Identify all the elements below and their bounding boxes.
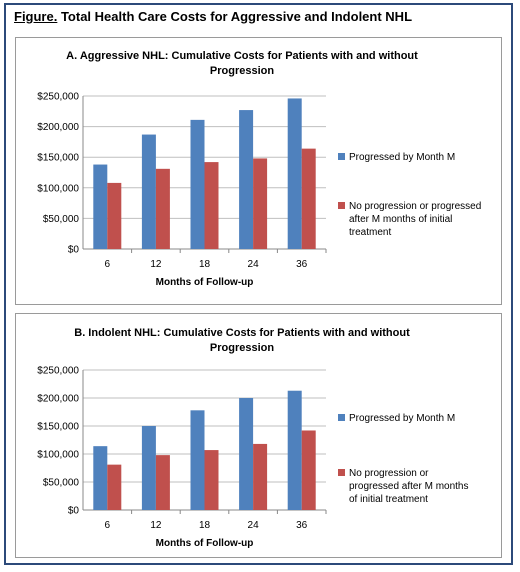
legend-label-2: after M months of initial <box>349 214 452 225</box>
y-tick-label: $250,000 <box>37 92 79 103</box>
x-tick-label: 36 <box>296 520 308 531</box>
bar-no-progression-36 <box>301 430 316 510</box>
figure-frame: Figure. Total Health Care Costs for Aggr… <box>4 3 513 565</box>
chart-panel-indolent: B. Indolent NHL: Cumulative Costs for Pa… <box>15 313 502 558</box>
x-axis-label: Months of Follow-up <box>156 538 254 549</box>
legend-label-2: of initial treatment <box>349 494 428 505</box>
bar-no-progression-12 <box>155 168 170 249</box>
bar-progressed-6 <box>93 446 108 510</box>
y-tick-label: $150,000 <box>37 153 79 164</box>
bar-progressed-12 <box>141 134 156 249</box>
y-tick-label: $50,000 <box>43 214 80 225</box>
bar-progressed-24 <box>239 398 254 510</box>
bar-progressed-6 <box>93 164 108 249</box>
x-tick-label: 18 <box>199 259 211 270</box>
y-tick-label: $200,000 <box>37 394 79 405</box>
legend-swatch-2 <box>338 202 345 209</box>
y-tick-label: $100,000 <box>37 183 79 194</box>
x-tick-label: 6 <box>105 259 111 270</box>
bar-no-progression-6 <box>107 464 122 510</box>
legend-label-1: Progressed by Month M <box>349 413 455 424</box>
y-tick-label: $0 <box>68 245 80 256</box>
y-tick-label: $250,000 <box>37 366 79 377</box>
chart-aggressive-svg: A. Aggressive NHL: Cumulative Costs for … <box>37 50 481 288</box>
y-tick-label: $50,000 <box>43 478 80 489</box>
chart-title-line: A. Aggressive NHL: Cumulative Costs for … <box>66 50 418 62</box>
figure-title-lead: Figure. <box>14 9 58 24</box>
x-tick-label: 6 <box>105 520 111 531</box>
chart-indolent-svg: B. Indolent NHL: Cumulative Costs for Pa… <box>37 327 469 549</box>
bar-progressed-18 <box>190 119 205 249</box>
y-tick-label: $150,000 <box>37 422 79 433</box>
x-tick-label: 12 <box>150 259 162 270</box>
y-tick-label: $200,000 <box>37 122 79 133</box>
chart-panel-aggressive: A. Aggressive NHL: Cumulative Costs for … <box>15 37 502 305</box>
bar-progressed-36 <box>287 98 302 249</box>
bar-progressed-36 <box>287 390 302 510</box>
legend-label-2: progressed after M months <box>349 481 469 492</box>
chart-title-line: Progression <box>210 65 274 77</box>
bar-no-progression-18 <box>204 450 219 510</box>
figure-title-text: Total Health Care Costs for Aggressive a… <box>57 9 413 24</box>
x-tick-label: 18 <box>199 520 211 531</box>
legend-swatch-1 <box>338 414 345 421</box>
bar-no-progression-18 <box>204 162 219 249</box>
chart-title-line: Progression <box>210 342 274 354</box>
figure-title: Figure. Total Health Care Costs for Aggr… <box>14 9 412 24</box>
bar-no-progression-24 <box>253 443 268 510</box>
bar-progressed-18 <box>190 410 205 510</box>
y-tick-label: $100,000 <box>37 450 79 461</box>
bar-no-progression-6 <box>107 182 122 249</box>
legend-label-2: treatment <box>349 227 391 238</box>
bar-no-progression-36 <box>301 148 316 249</box>
x-tick-label: 24 <box>248 520 260 531</box>
legend-swatch-2 <box>338 469 345 476</box>
legend-label-2: No progression or <box>349 468 429 479</box>
legend-swatch-1 <box>338 153 345 160</box>
bar-no-progression-12 <box>155 455 170 510</box>
x-tick-label: 12 <box>150 520 162 531</box>
chart-title-line: B. Indolent NHL: Cumulative Costs for Pa… <box>74 327 410 339</box>
y-tick-label: $0 <box>68 506 80 517</box>
x-tick-label: 24 <box>248 259 260 270</box>
legend-label-2: No progression or progressed <box>349 201 481 212</box>
legend-label-1: Progressed by Month M <box>349 152 455 163</box>
x-tick-label: 36 <box>296 259 308 270</box>
bar-no-progression-24 <box>253 158 268 249</box>
x-axis-label: Months of Follow-up <box>156 277 254 288</box>
bar-progressed-12 <box>141 426 156 510</box>
bar-progressed-24 <box>239 110 254 250</box>
